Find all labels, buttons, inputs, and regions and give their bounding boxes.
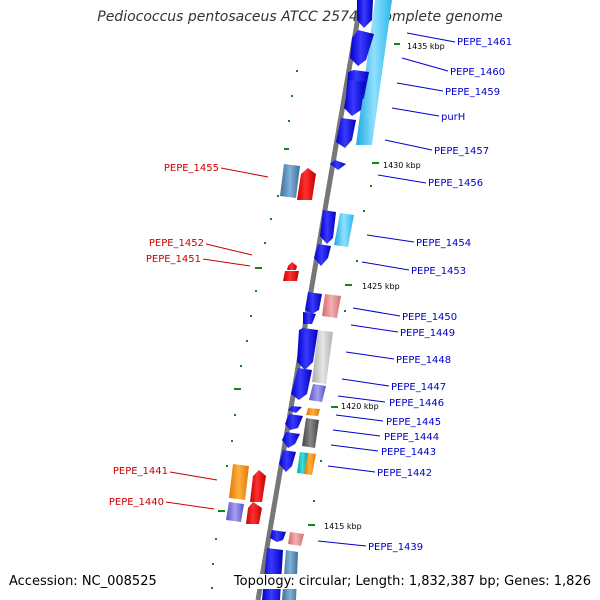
plus-gene-label-texts: PEPE_1461 PEPE_1460 PEPE_1459 purH PEPE_… <box>368 37 512 553</box>
gene-label: PEPE_1451 <box>146 254 201 265</box>
gene-label: PEPE_1459 <box>445 87 500 98</box>
accession-text: Accession: NC_008525 <box>9 574 157 589</box>
gene-label: PEPE_1455 <box>164 163 219 174</box>
kbp-labels: 1435 kbp 1430 kbp 1425 kbp 1420 kbp 1415… <box>324 42 445 531</box>
gene-label: PEPE_1460 <box>450 67 505 78</box>
minus-strand-features <box>226 164 316 524</box>
kbp-label: 1420 kbp <box>341 402 379 411</box>
gene-label: PEPE_1439 <box>368 542 423 553</box>
gene-label: PEPE_1447 <box>391 382 446 393</box>
kbp-label: 1435 kbp <box>407 42 445 51</box>
gene-label: PEPE_1444 <box>384 432 439 443</box>
gene-label: PEPE_1442 <box>377 468 432 479</box>
gene-label: PEPE_1457 <box>434 146 489 157</box>
gene-label: PEPE_1453 <box>411 266 466 277</box>
gene-label: PEPE_1461 <box>457 37 512 48</box>
gene-label: PEPE_1449 <box>400 328 455 339</box>
gene-label: PEPE_1448 <box>396 355 451 366</box>
kbp-label: 1425 kbp <box>362 282 400 291</box>
gene-label: PEPE_1456 <box>428 178 483 189</box>
gene-label: PEPE_1450 <box>402 312 457 323</box>
kbp-label: 1430 kbp <box>383 161 421 170</box>
tick-marks <box>211 43 400 589</box>
gene-label: PEPE_1440 <box>109 497 164 508</box>
gene-label: PEPE_1443 <box>381 447 436 458</box>
gene-label: purH <box>441 112 465 123</box>
map-title: Pediococcus pentosaceus ATCC 25745, comp… <box>97 9 503 25</box>
gene-label: PEPE_1446 <box>389 398 444 409</box>
kbp-label: 1415 kbp <box>324 522 362 531</box>
gene-label: PEPE_1441 <box>113 466 168 477</box>
gene-label: PEPE_1454 <box>416 238 471 249</box>
gene-label: PEPE_1445 <box>386 417 441 428</box>
gene-label: PEPE_1452 <box>149 238 204 249</box>
genome-info-text: Topology: circular; Length: 1,832,387 bp… <box>230 574 591 589</box>
plus-strand-features <box>262 0 392 600</box>
minus-gene-label-texts: PEPE_1455 PEPE_1452 PEPE_1451 PEPE_1441 … <box>109 163 219 508</box>
plus-gene-labels <box>317 32 456 547</box>
minus-gene-labels <box>165 167 269 510</box>
